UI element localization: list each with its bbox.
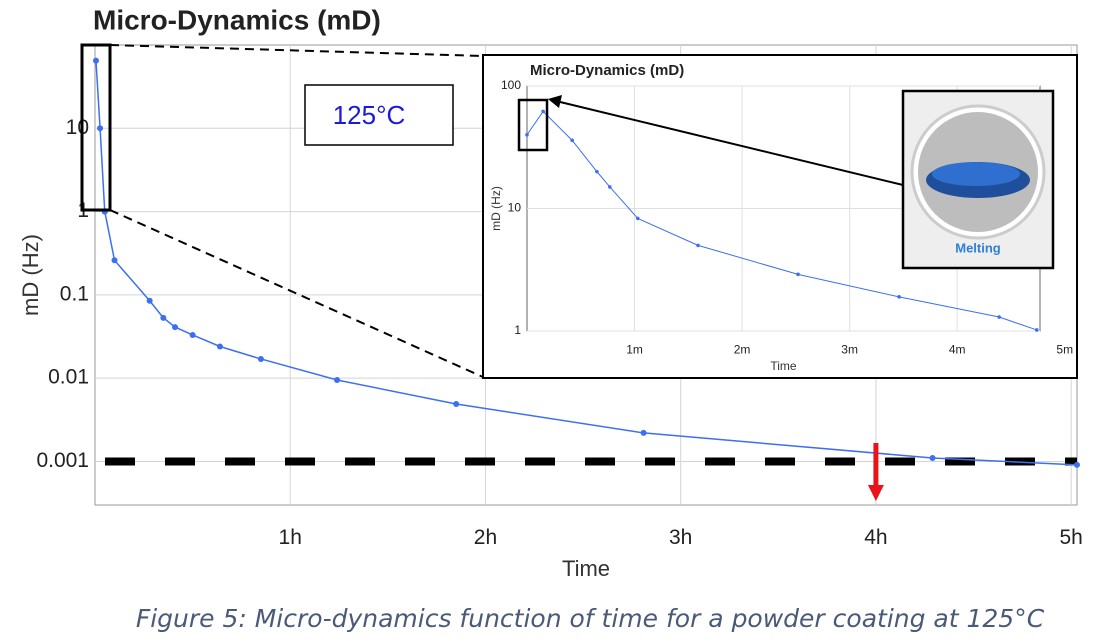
data-point [696, 243, 700, 248]
data-point [929, 455, 936, 462]
data-point [111, 257, 118, 264]
y-tick-label: 0.001 [36, 449, 89, 472]
data-point [570, 138, 574, 143]
data-point [635, 216, 640, 221]
arrow [555, 100, 904, 186]
x-tick-label: 5m [1056, 342, 1073, 356]
annotation-box [304, 84, 454, 146]
data-point [796, 272, 800, 277]
data-point [146, 297, 153, 304]
zoom-line [109, 209, 484, 378]
inset-annotations: Melting [517, 89, 1055, 270]
data-point [640, 429, 647, 436]
y-axis-label: mD (Hz) [18, 234, 43, 316]
y-tick-label: 0.01 [48, 366, 89, 389]
chart-title: Micro-Dynamics (mD) [530, 62, 684, 79]
y-tick-label: 1 [514, 323, 521, 337]
x-tick-label: 3h [669, 526, 692, 549]
data-point [608, 185, 612, 189]
data-point [541, 109, 545, 114]
zoom-annotations: 125°C [80, 43, 484, 378]
x-axis-label: Time [770, 359, 797, 373]
data-point [216, 343, 223, 350]
x-tick-label: 1h [279, 526, 302, 549]
highlight-arrow-head [867, 485, 884, 501]
arrow-head [548, 95, 562, 108]
x-tick-label: 4m [949, 342, 966, 356]
data-point [997, 315, 1001, 319]
data-point [160, 314, 167, 321]
data-point [1074, 461, 1080, 468]
data-point [453, 400, 460, 407]
x-tick-label: 2m [734, 342, 751, 356]
y-tick-label: 100 [501, 78, 521, 92]
data-point [97, 125, 104, 132]
y-tick-label: 0.1 [60, 282, 89, 305]
zoom-box [517, 98, 549, 152]
data-point [595, 169, 599, 174]
x-axis-label: Time [562, 556, 610, 581]
sample-top [932, 162, 1020, 186]
x-tick-label: 3m [841, 342, 858, 356]
data-point [334, 377, 341, 384]
caption: Figure 5: Micro-dynamics function of tim… [136, 604, 1045, 633]
data-point [257, 355, 264, 362]
image-label: Melting [955, 240, 1001, 255]
x-tick-label: 4h [864, 526, 887, 549]
y-tick-label: 10 [508, 201, 522, 215]
data-point [1034, 328, 1039, 332]
data-point [172, 324, 179, 331]
chart-title: Micro-Dynamics (mD) [93, 4, 381, 35]
y-axis-label: mD (Hz) [489, 186, 503, 231]
zoom-line [109, 44, 484, 57]
x-tick-label: 2h [474, 526, 497, 549]
data-point [92, 57, 99, 64]
x-tick-label: 5h [1059, 526, 1082, 549]
annotation: 125°C [333, 100, 406, 130]
zoom-box [80, 43, 112, 212]
y-tick-label: 10 [66, 116, 89, 139]
x-tick-label: 1m [626, 342, 643, 356]
data-point [525, 132, 529, 137]
data-point [897, 295, 901, 299]
data-point [189, 331, 196, 338]
